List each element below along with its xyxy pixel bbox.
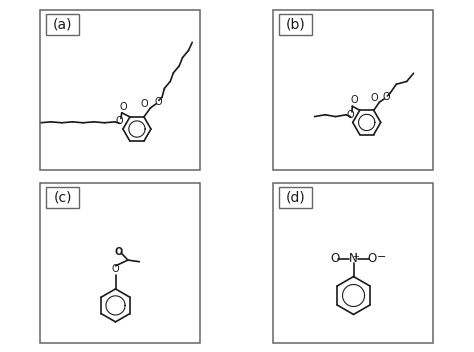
Text: O: O — [382, 92, 390, 102]
FancyBboxPatch shape — [279, 187, 312, 208]
FancyBboxPatch shape — [279, 14, 312, 35]
Text: O: O — [141, 99, 148, 109]
Text: O: O — [154, 97, 162, 107]
Text: O: O — [119, 102, 127, 112]
Text: O: O — [116, 117, 123, 126]
Text: O: O — [347, 110, 355, 120]
Text: (c): (c) — [54, 190, 72, 205]
Text: N: N — [349, 252, 358, 265]
Text: (a): (a) — [53, 17, 73, 31]
Text: O: O — [112, 264, 119, 274]
FancyBboxPatch shape — [46, 14, 79, 35]
Text: −: − — [377, 252, 386, 262]
FancyBboxPatch shape — [46, 187, 79, 208]
Text: O: O — [350, 95, 358, 105]
Text: O: O — [368, 252, 377, 265]
Text: O: O — [371, 93, 378, 103]
Text: (d): (d) — [286, 190, 306, 205]
Text: O: O — [115, 247, 123, 257]
Text: (b): (b) — [286, 17, 306, 31]
Text: O: O — [330, 252, 339, 265]
Text: +: + — [353, 252, 359, 261]
